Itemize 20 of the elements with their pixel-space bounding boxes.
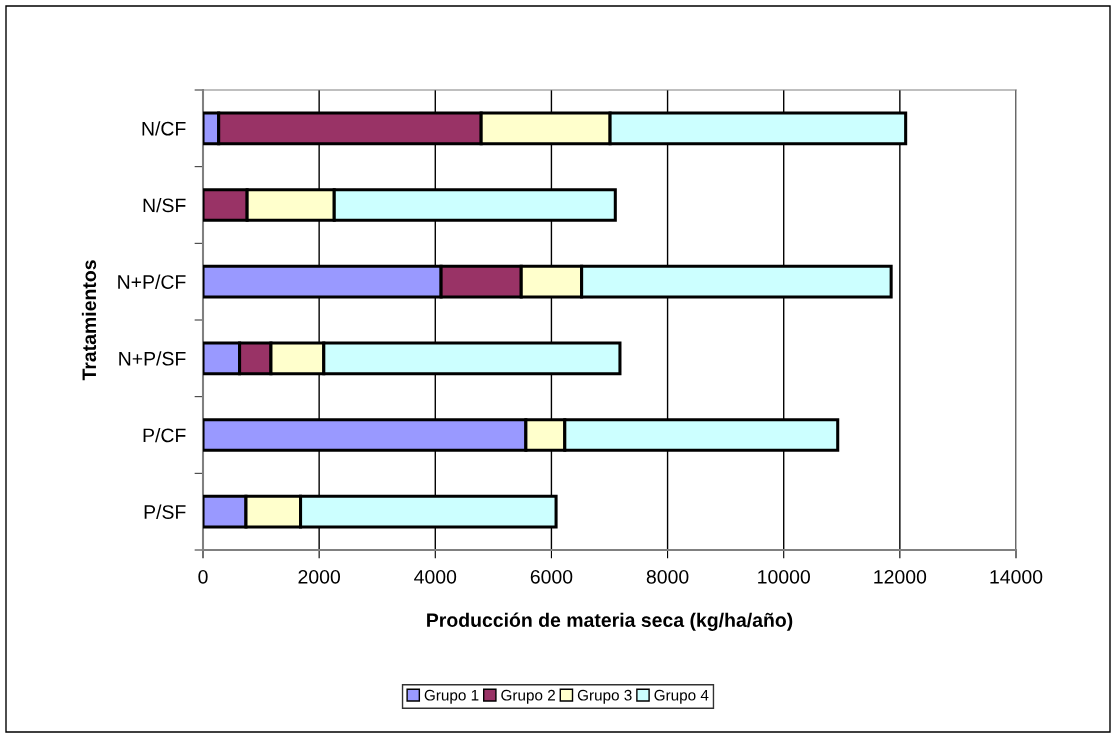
x-tick-label: 6000 <box>530 569 573 584</box>
legend-label: Grupo 1 <box>424 689 479 704</box>
y-axis-title: Tratamientos <box>81 260 97 381</box>
x-tick-label: 2000 <box>298 569 341 584</box>
y-tick-label: N/SF <box>143 197 186 213</box>
x-tick-label: 12000 <box>874 569 927 584</box>
legend-label: Grupo 2 <box>501 689 555 704</box>
x-tick-label: 0 <box>198 569 208 584</box>
x-tick-label: 10000 <box>758 569 810 584</box>
legend-label: Grupo 4 <box>654 689 709 704</box>
y-tick-label: P/SF <box>144 504 186 519</box>
y-tick-label: N+P/SF <box>119 351 186 366</box>
legend-label: Grupo 3 <box>577 689 632 704</box>
x-axis-title: Producción de materia seca (kg/ha/año) <box>427 612 793 631</box>
y-tick-label: N/CF <box>142 121 186 136</box>
y-tick-label: P/CF <box>143 427 186 443</box>
x-tick-label: 14000 <box>990 569 1043 584</box>
y-tick-label: N+P/CF <box>118 274 186 289</box>
x-tick-label: 4000 <box>414 569 457 584</box>
x-tick-label: 8000 <box>646 569 689 584</box>
